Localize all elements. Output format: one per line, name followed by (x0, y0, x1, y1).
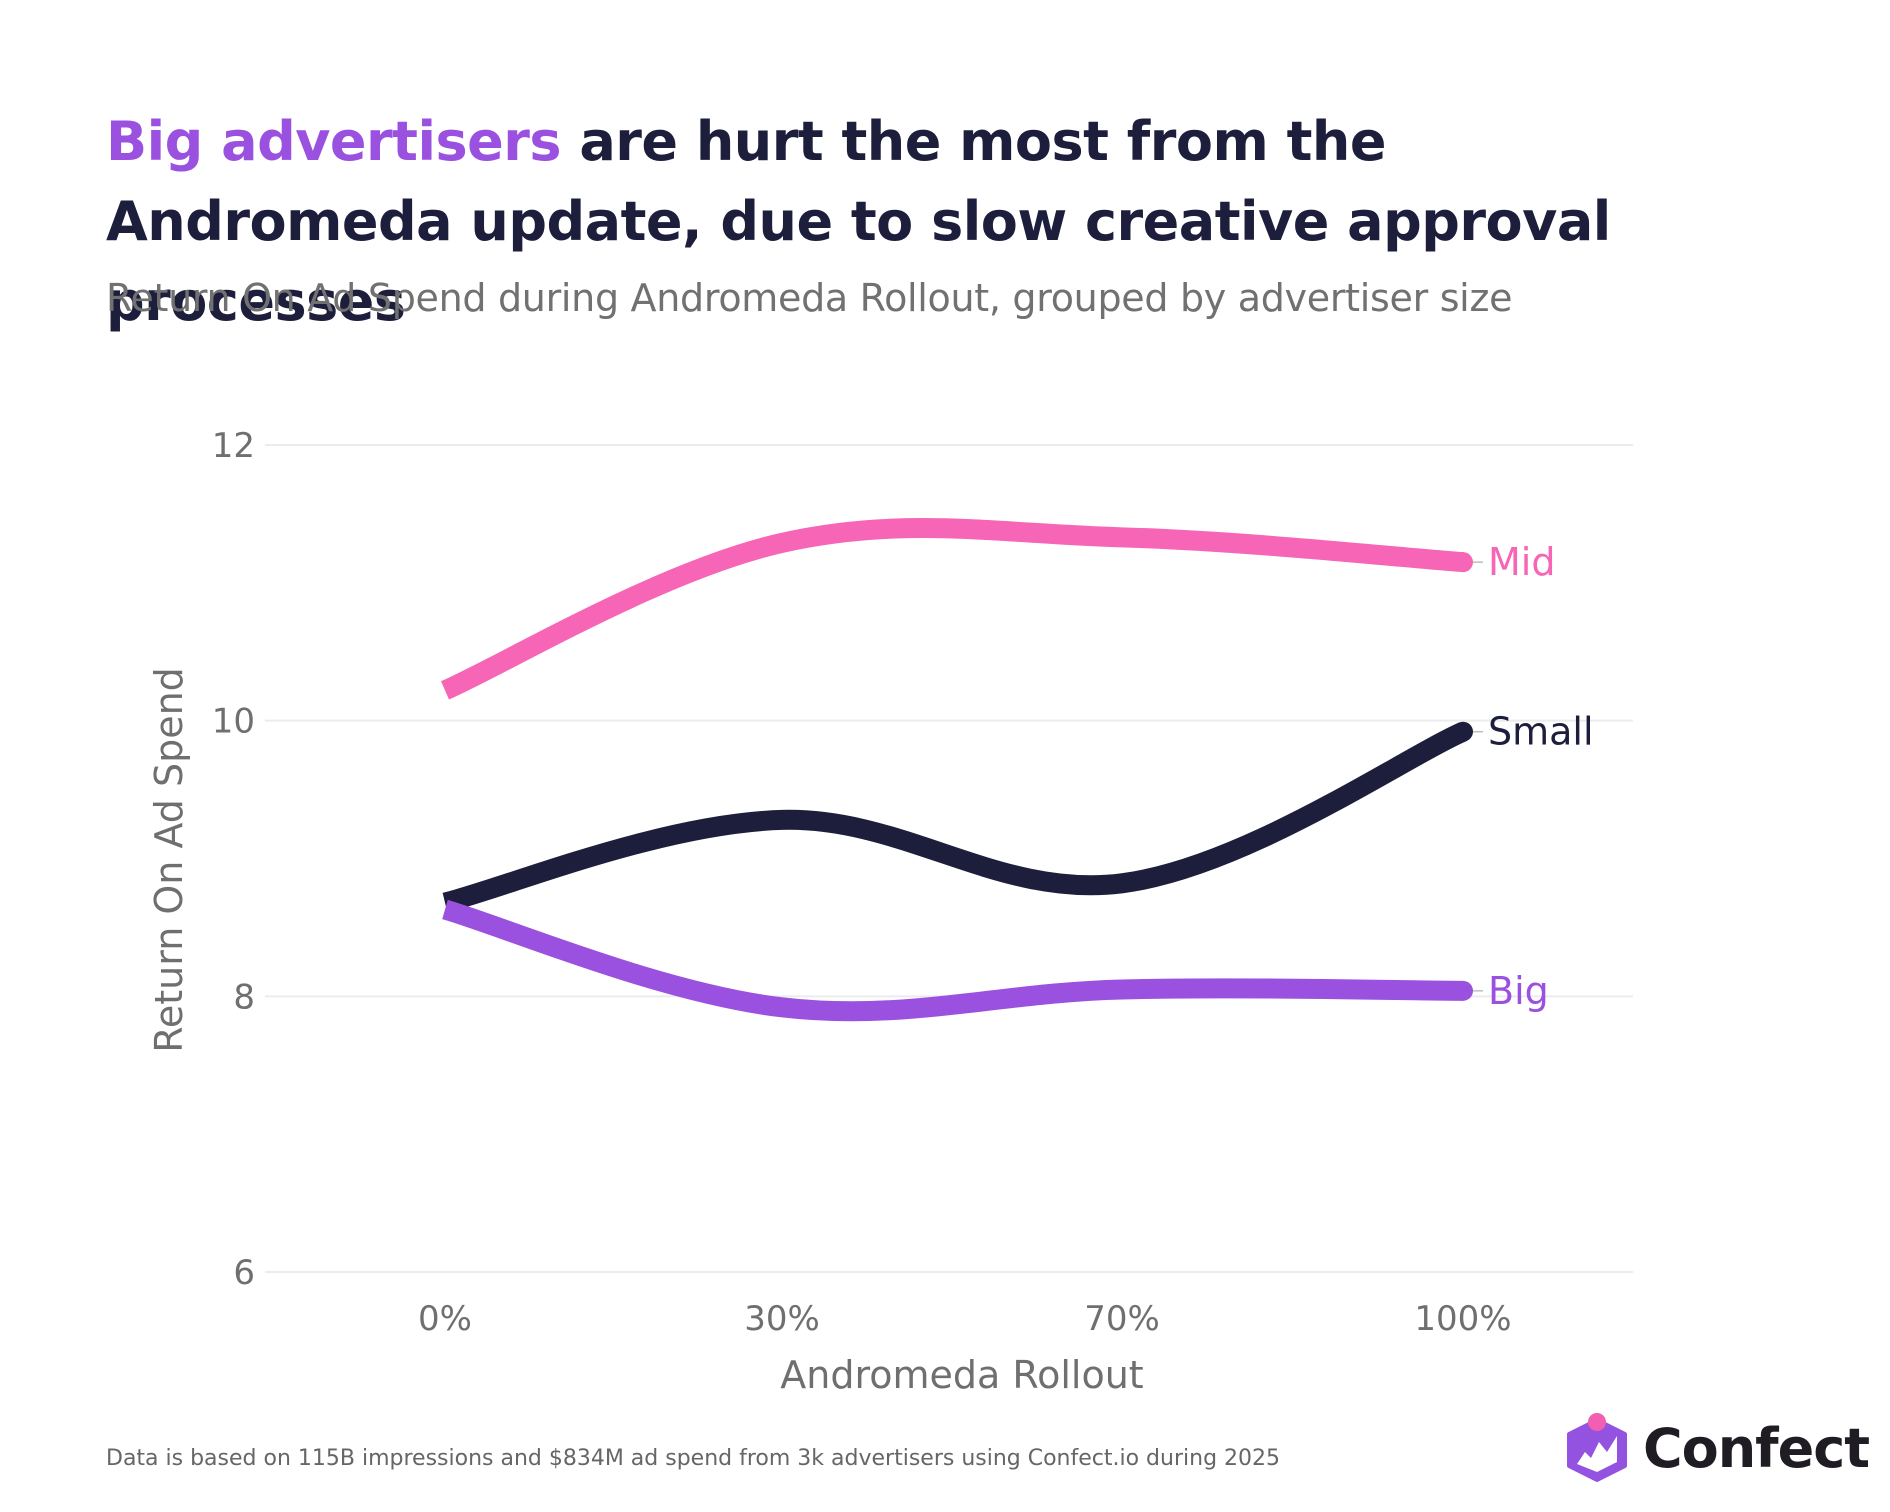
y-tick-label: 10 (212, 702, 255, 742)
chart-subtitle: Return On Ad Spend during Andromeda Roll… (106, 276, 1513, 320)
footer-note: Data is based on 115B impressions and $8… (106, 1446, 1281, 1471)
title-rest: are hurt the most from the Andromeda upd… (106, 110, 1611, 333)
series-label-small: Small (1488, 710, 1594, 754)
series-labels: Mid Small Big (1473, 540, 1594, 1013)
line-chart: 6 8 10 12 0% 30% 70% 100% Mid Small Big Andromed… (147, 426, 1633, 1397)
series-line-mid (440, 518, 1464, 700)
series-label-mid: Mid (1488, 540, 1555, 584)
series-line-big (442, 899, 1464, 1022)
x-tick-label: 0% (418, 1299, 472, 1339)
confect-logo: Confect (1565, 1412, 1870, 1484)
series-end-cap-small (1453, 721, 1473, 742)
confect-logo-icon (1567, 1413, 1627, 1482)
series-label-big: Big (1488, 969, 1549, 1013)
y-axis-title: Return On Ad Spend (147, 667, 191, 1053)
x-axis-ticks: 0% 30% 70% 100% (418, 1299, 1512, 1339)
x-tick-label: 30% (744, 1299, 820, 1339)
series-lines (440, 518, 1473, 1022)
chart-title: Big advertisers are hurt the most from t… (106, 102, 1746, 342)
x-axis-title: Andromeda Rollout (780, 1353, 1143, 1397)
series-end-cap-mid (1453, 552, 1473, 573)
title-accent: Big advertisers (106, 110, 562, 173)
series-line-small (442, 722, 1468, 913)
y-tick-label: 12 (212, 426, 255, 466)
y-axis-ticks: 6 8 10 12 (212, 426, 255, 1293)
x-tick-label: 70% (1084, 1299, 1160, 1339)
y-tick-label: 8 (233, 977, 255, 1017)
logo-text: Confect (1643, 1416, 1870, 1480)
y-tick-label: 6 (233, 1253, 255, 1293)
x-tick-label: 100% (1414, 1299, 1511, 1339)
series-end-cap-big (1453, 980, 1473, 1001)
